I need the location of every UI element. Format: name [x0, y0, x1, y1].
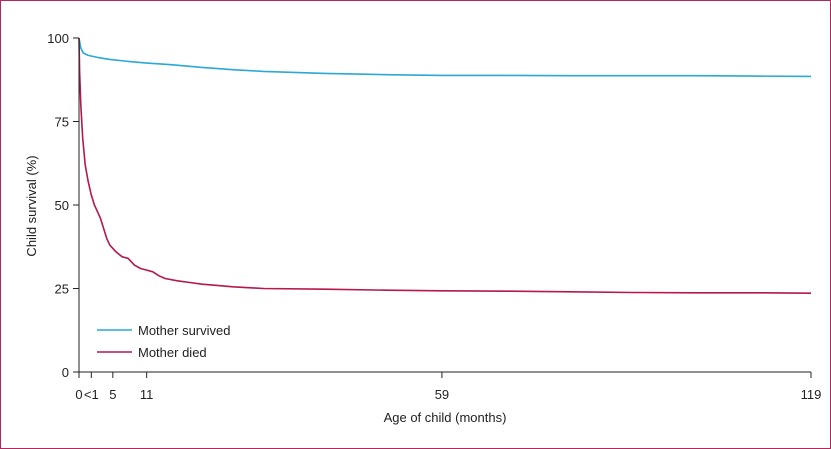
y-tick-label-75: 75 [55, 115, 69, 130]
plot-lines [78, 37, 812, 294]
legend-label-mother-died: Mother died [138, 345, 207, 360]
x-tick-label-3: 11 [140, 387, 154, 402]
x-axis-title: Age of child (months) [384, 410, 507, 425]
x-tick-label-2: 5 [109, 387, 116, 402]
x-ticks: 0 <1 5 11 59 119 [75, 372, 821, 402]
y-tick-label-0: 0 [62, 365, 69, 380]
x-tick-label-5: 119 [801, 387, 822, 402]
legend: Mother survived Mother died [97, 323, 230, 360]
series-line-mother-died [78, 37, 812, 294]
x-tick-label-4: 59 [435, 387, 449, 402]
y-ticks: 0 25 50 75 100 [47, 31, 79, 380]
legend-label-mother-survived: Mother survived [138, 323, 230, 338]
x-tick-label-0: 0 [75, 387, 82, 402]
y-tick-label-25: 25 [55, 282, 69, 297]
series-line-mother-survived [78, 37, 812, 78]
y-tick-label-50: 50 [55, 198, 69, 213]
y-tick-label-100: 100 [47, 31, 69, 46]
x-tick-label-1: <1 [84, 387, 99, 402]
y-axis-title: Child survival (%) [24, 155, 39, 256]
